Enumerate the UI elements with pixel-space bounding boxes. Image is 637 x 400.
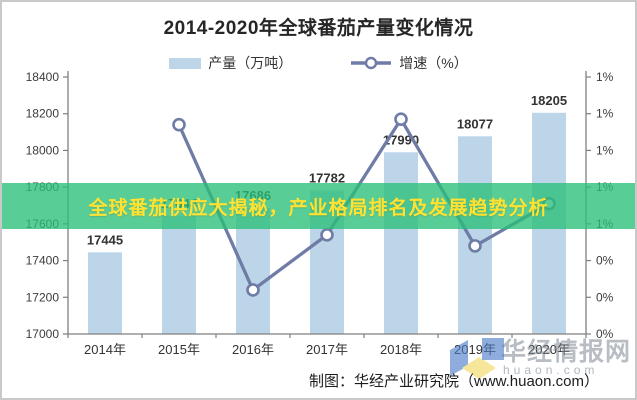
legend: 产量（万吨） 增速（%） <box>2 53 635 73</box>
growth-marker <box>246 283 260 297</box>
growth-marker <box>320 228 334 242</box>
left-axis-tick-label: 17400 <box>26 254 60 268</box>
legend-production-label: 产量（万吨） <box>208 55 293 71</box>
bar-value-label: 18205 <box>531 93 567 108</box>
line-marker-swatch-icon <box>351 56 392 70</box>
left-axis-tick-label: 18200 <box>26 107 60 121</box>
left-axis-tick-label: 17200 <box>26 290 60 304</box>
bar-swatch-icon <box>169 57 202 69</box>
bar-2016年 <box>236 208 270 334</box>
headline-text: 全球番茄供应大揭秘，产业格局排名及发展趋势分析 <box>88 197 549 219</box>
right-axis-tick-label: 0% <box>596 290 614 304</box>
growth-marker <box>394 112 408 127</box>
chart-title: 2014-2020年全球番茄产量变化情况 <box>163 18 474 39</box>
bar-2015年 <box>162 215 196 334</box>
legend-growth-label: 增速（%） <box>399 55 468 71</box>
bar-2018年 <box>384 152 418 334</box>
right-axis-tick-label: 0% <box>596 327 614 341</box>
x-axis-label: 2015年 <box>158 342 200 357</box>
source-caption: 制图：华经产业研究院（www.huaon.com） <box>308 373 599 390</box>
right-axis-tick-label: 1% <box>596 143 614 157</box>
growth-line <box>177 117 550 292</box>
x-axis-label: 2014年 <box>84 342 126 357</box>
legend-item-production: 产量（万吨） <box>169 53 292 73</box>
left-axis-tick-label: 18000 <box>26 143 60 157</box>
growth-marker <box>172 117 186 132</box>
growth-marker <box>468 239 482 253</box>
left-axis-tick-label: 18400 <box>26 70 60 84</box>
x-axis-label: 2018年 <box>380 342 422 357</box>
bar-value-label: 17782 <box>309 170 345 185</box>
watermark-domain: huaon.com <box>503 363 599 377</box>
bar-2014年 <box>88 252 122 334</box>
right-axis-tick-label: 1% <box>596 107 614 121</box>
bar-value-label: 17445 <box>87 232 123 247</box>
x-axis-label: 2017年 <box>306 342 348 357</box>
x-axis-label: 2016年 <box>232 342 274 357</box>
huaon-logo-icon <box>450 338 504 379</box>
bar-value-label: 18077 <box>457 116 493 131</box>
watermark-brand: 华经情报网 <box>501 338 632 366</box>
left-axis-tick-label: 17000 <box>26 327 60 341</box>
right-axis-tick-label: 1% <box>596 70 614 84</box>
bar-2019年 <box>458 136 492 334</box>
legend-item-growth: 增速（%） <box>350 53 468 73</box>
right-axis-tick-label: 0% <box>596 254 614 268</box>
x-axis-label: 2020年 <box>528 342 570 357</box>
headline-banner: 全球番茄供应大揭秘，产业格局排名及发展趋势分析 <box>2 183 635 229</box>
